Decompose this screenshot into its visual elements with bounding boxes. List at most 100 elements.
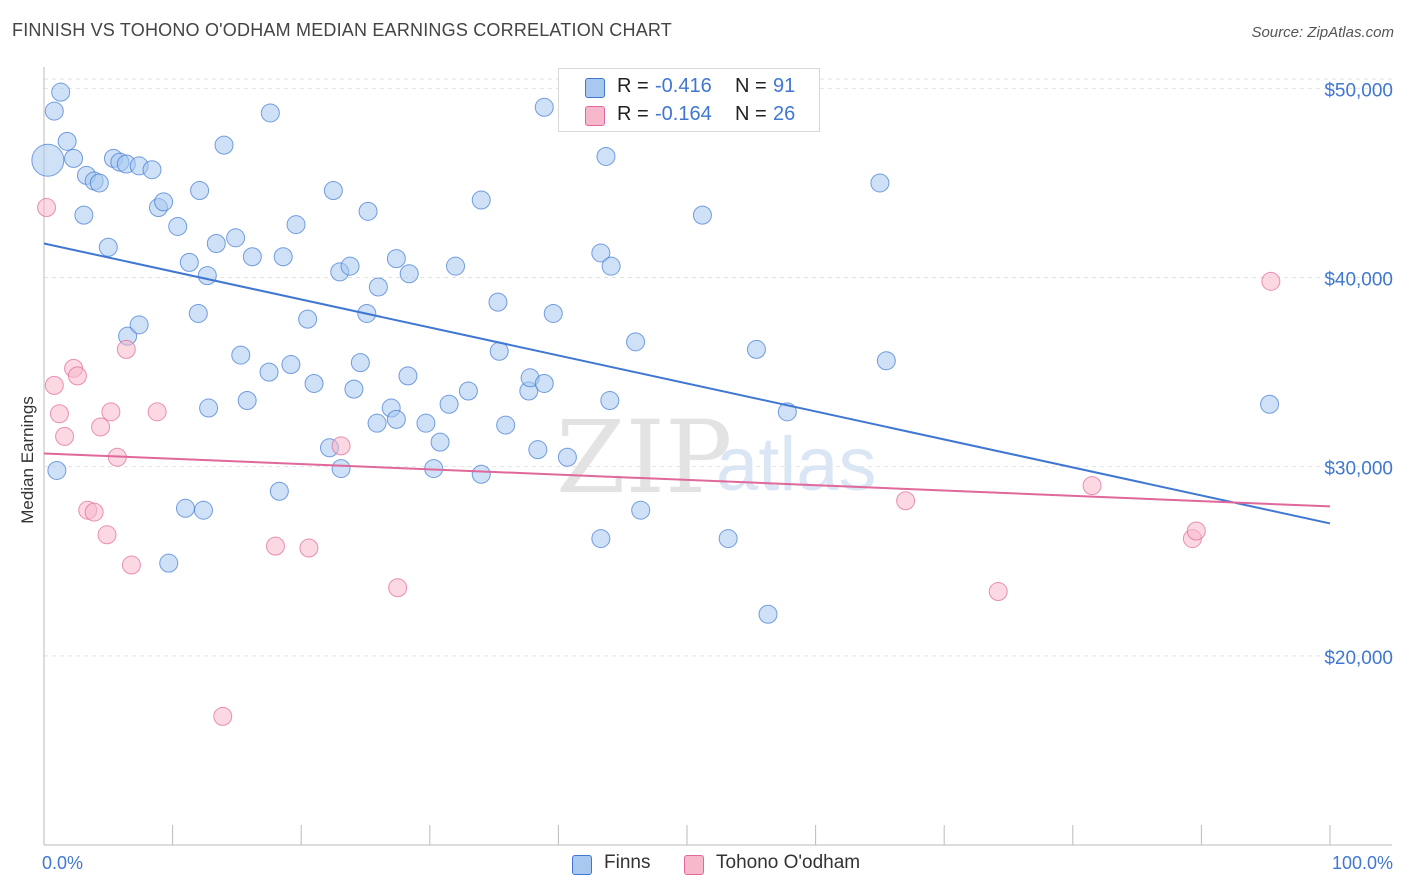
data-point-tohono [97,525,117,545]
data-point-finns [323,181,343,201]
data-point-finns [64,148,84,168]
data-point-finns [398,366,418,386]
data-point-finns [340,256,360,276]
data-point-tohono [299,538,319,558]
data-point-finns [175,498,195,518]
data-point-tohono [1186,521,1206,541]
y-tick-label: $20,000 [1324,648,1393,669]
n-label: N = [735,103,767,125]
n-label: N = [735,75,767,97]
data-point-finns [226,228,246,248]
data-point-tohono [91,417,111,437]
data-point-finns [386,409,406,429]
data-point-finns [350,353,370,373]
data-point-finns [188,303,208,323]
r-value: -0.416 [655,75,712,97]
data-point-tohono [67,366,87,386]
data-point-finns [416,413,436,433]
data-point-tohono [331,436,351,456]
stats-box: R = -0.416 N = 91 R = -0.164 N = 26 [558,68,820,132]
data-point-finns [168,216,188,236]
legend-swatch-finns [572,855,592,875]
data-point-finns [214,135,234,155]
r-value: -0.164 [655,103,712,125]
data-point-finns [57,131,77,151]
data-point-tohono [147,402,167,422]
data-point-tohono [1082,476,1102,496]
data-point-finns [344,379,364,399]
data-point-finns [259,362,279,382]
data-point-tohono [388,578,408,598]
trend-line-finns [43,242,1331,525]
source-label: Source: ZipAtlas.com [1251,24,1394,41]
watermark-atlas: atlas [716,422,877,507]
data-point-finns [31,143,65,177]
data-point-finns [44,101,64,121]
data-point-finns [89,173,109,193]
n-value: 26 [773,103,796,125]
data-point-finns [206,233,226,253]
legend-swatch-tohono [684,855,704,875]
data-point-finns [777,402,797,422]
data-point-finns [1260,394,1280,414]
data-point-finns [543,303,563,323]
data-point-finns [596,146,616,166]
n-value: 91 [773,75,796,97]
data-point-finns [534,97,554,117]
data-point-finns [489,341,509,361]
data-point-finns [298,309,318,329]
data-point-finns [488,292,508,312]
data-point-finns [692,205,712,225]
data-point-finns [528,440,548,460]
data-point-finns [367,413,387,433]
y-tick-label: $30,000 [1324,459,1393,480]
data-point-finns [471,464,491,484]
data-point-finns [439,394,459,414]
data-point-finns [47,460,67,480]
data-point-finns [557,447,577,467]
data-point-finns [600,390,620,410]
data-point-tohono [44,375,64,395]
data-point-finns [260,103,280,123]
data-point-tohono [101,402,121,422]
data-point-finns [179,252,199,272]
data-point-finns [269,481,289,501]
data-point-finns [386,249,406,269]
data-point-tohono [49,404,69,424]
legend-label-tohono: Tohono O'odham [716,852,861,873]
data-point-finns [746,339,766,359]
data-point-finns [51,82,71,102]
data-point-finns [74,205,94,225]
data-point-finns [399,264,419,284]
r-label: R = [617,75,649,97]
data-point-tohono [84,502,104,522]
data-point-finns [231,345,251,365]
stats-row-tohono: R = -0.164 N = 26 [559,101,819,129]
data-point-finns [368,277,388,297]
data-point-finns [758,604,778,624]
data-point-finns [273,247,293,267]
data-point-finns [197,266,217,286]
data-point-tohono [265,536,285,556]
data-point-finns [286,215,306,235]
finns-swatch [585,78,605,98]
data-point-finns [358,201,378,221]
data-point-finns [129,315,149,335]
data-point-finns [142,160,162,180]
data-point-finns [242,247,262,267]
data-point-finns [154,192,174,212]
data-point-finns [199,398,219,418]
data-point-finns [601,256,621,276]
data-point-finns [876,351,896,371]
watermark-zip: ZIP [556,399,732,516]
data-point-finns [193,500,213,520]
data-point-tohono [213,706,233,726]
data-point-finns [446,256,466,276]
y-tick-label: $50,000 [1324,80,1393,101]
data-point-finns [98,237,118,257]
y-tick-label: $40,000 [1324,270,1393,291]
data-point-finns [870,173,890,193]
data-point-finns [237,390,257,410]
legend-label-finns: Finns [604,852,651,873]
